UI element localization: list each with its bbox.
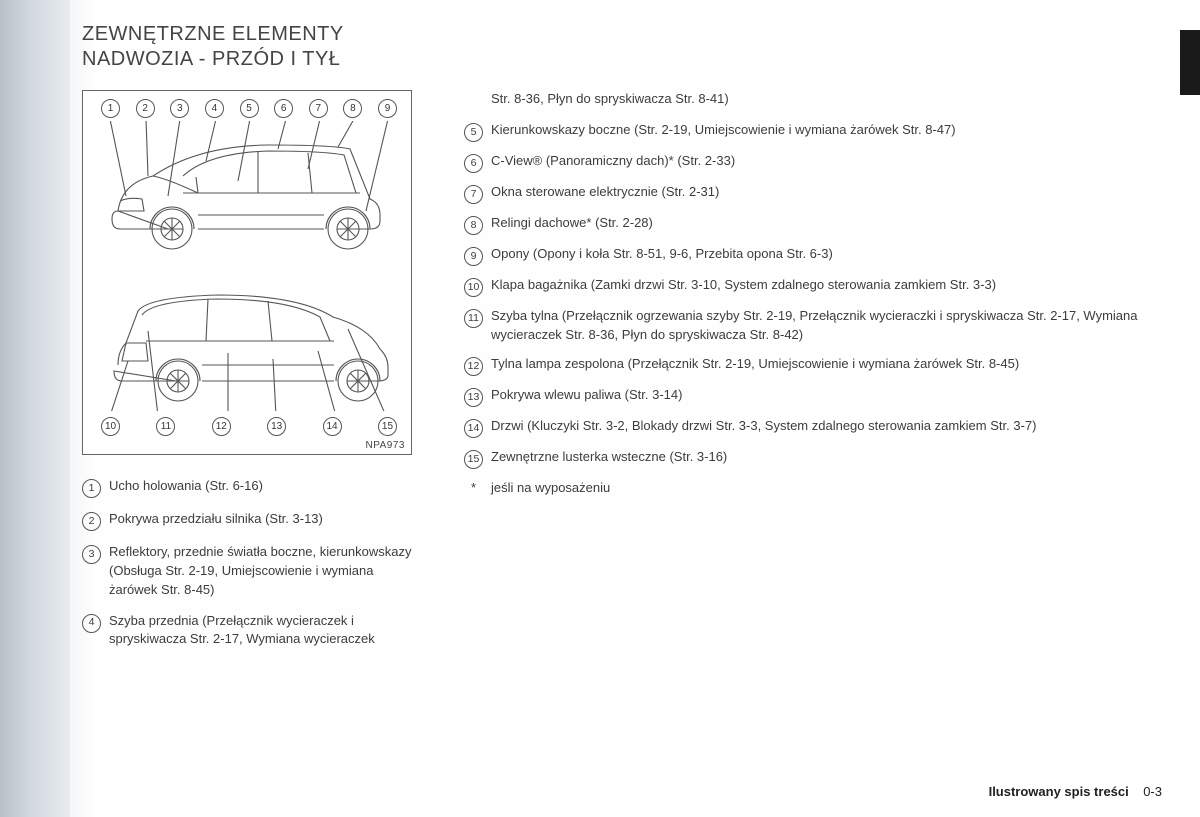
callout-11: 11 bbox=[156, 417, 175, 436]
item-text: Drzwi (Kluczyki Str. 3-2, Blokady drzwi … bbox=[491, 417, 1170, 438]
item-text: Reflektory, przednie światła boczne, kie… bbox=[109, 543, 422, 600]
footer-section-label: Ilustrowany spis treści bbox=[989, 784, 1129, 799]
callout-4: 4 bbox=[205, 99, 224, 118]
item-text: Szyba przednia (Przełącznik wycieraczek … bbox=[109, 612, 422, 650]
callout-3: 3 bbox=[170, 99, 189, 118]
list-item: 4 Szyba przednia (Przełącznik wycieracze… bbox=[82, 612, 422, 650]
section-edge-tab bbox=[1180, 30, 1200, 95]
list-item: 13 Pokrywa wlewu paliwa (Str. 3-14) bbox=[464, 386, 1170, 407]
diagram-code: NPA973 bbox=[365, 440, 405, 451]
list-item: 10 Klapa bagażnika (Zamki drzwi Str. 3-10… bbox=[464, 276, 1170, 297]
front-car-drawing bbox=[98, 121, 398, 261]
item-number: 1 bbox=[82, 479, 101, 498]
item-number: 5 bbox=[464, 123, 483, 142]
footer-page-number: 0-3 bbox=[1143, 784, 1162, 799]
callout-1: 1 bbox=[101, 99, 120, 118]
list-item: 11 Szyba tylna (Przełącznik ogrzewania sz… bbox=[464, 307, 1170, 345]
item-number: 12 bbox=[464, 357, 483, 376]
item-text: Okna sterowane elektrycznie (Str. 2-31) bbox=[491, 183, 1170, 204]
item-text: Kierunkowskazy boczne (Str. 2-19, Umiejs… bbox=[491, 121, 1170, 142]
item-number: 7 bbox=[464, 185, 483, 204]
item-text: Opony (Opony i koła Str. 8-51, 9-6, Prze… bbox=[491, 245, 1170, 266]
page-content: ZEWNĘTRZNE ELEMENTY NADWOZIA - PRZÓD I T… bbox=[82, 22, 1170, 797]
item-text: Ucho holowania (Str. 6-16) bbox=[109, 477, 422, 498]
item-number: 13 bbox=[464, 388, 483, 407]
callout-5: 5 bbox=[240, 99, 259, 118]
callout-8: 8 bbox=[343, 99, 362, 118]
list-item: 9 Opony (Opony i koła Str. 8-51, 9-6, Prz… bbox=[464, 245, 1170, 266]
item-text: Zewnętrzne lusterka wsteczne (Str. 3-16) bbox=[491, 448, 1170, 469]
item-text: Str. 8-36, Płyn do spryskiwacza Str. 8-4… bbox=[491, 90, 1170, 111]
list-item: 12 Tylna lampa zespolona (Przełącznik Str… bbox=[464, 355, 1170, 376]
item-number: 6 bbox=[464, 154, 483, 173]
item-number: 4 bbox=[82, 614, 101, 633]
callout-10: 10 bbox=[101, 417, 120, 436]
heading-line-2: NADWOZIA - PRZÓD I TYŁ bbox=[82, 48, 340, 70]
top-callout-row: 1 2 3 4 5 6 7 8 9 bbox=[101, 99, 397, 118]
item-number: 9 bbox=[464, 247, 483, 266]
list-item: 6 C-View® (Panoramiczny dach)* (Str. 2-33… bbox=[464, 152, 1170, 173]
list-item: 2 Pokrywa przedziału silnika (Str. 3-13) bbox=[82, 510, 422, 531]
callout-14: 14 bbox=[323, 417, 342, 436]
item-number: 15 bbox=[464, 450, 483, 469]
item-number: 2 bbox=[82, 512, 101, 531]
callout-12: 12 bbox=[212, 417, 231, 436]
item-number: 11 bbox=[464, 309, 483, 328]
right-item-list: Str. 8-36, Płyn do spryskiwacza Str. 8-4… bbox=[464, 90, 1170, 498]
right-column: Str. 8-36, Płyn do spryskiwacza Str. 8-4… bbox=[464, 90, 1170, 661]
item-text: Klapa bagażnika (Zamki drzwi Str. 3-10, … bbox=[491, 276, 1170, 297]
footnote-symbol: * bbox=[464, 479, 483, 498]
item-number: 3 bbox=[82, 545, 101, 564]
page-binding-shadow bbox=[0, 0, 70, 817]
callout-7: 7 bbox=[309, 99, 328, 118]
item-text: Pokrywa wlewu paliwa (Str. 3-14) bbox=[491, 386, 1170, 407]
rear-car-drawing bbox=[98, 271, 398, 411]
callout-9: 9 bbox=[378, 99, 397, 118]
item-text: Szyba tylna (Przełącznik ogrzewania szyb… bbox=[491, 307, 1170, 345]
footnote: * jeśli na wyposażeniu bbox=[464, 479, 1170, 498]
list-item: 5 Kierunkowskazy boczne (Str. 2-19, Umiej… bbox=[464, 121, 1170, 142]
item-number: 14 bbox=[464, 419, 483, 438]
callout-15: 15 bbox=[378, 417, 397, 436]
item-text: Tylna lampa zespolona (Przełącznik Str. … bbox=[491, 355, 1170, 376]
list-item: 1 Ucho holowania (Str. 6-16) bbox=[82, 477, 422, 498]
list-item: 15 Zewnętrzne lusterka wsteczne (Str. 3-1… bbox=[464, 448, 1170, 469]
list-item: 7 Okna sterowane elektrycznie (Str. 2-31) bbox=[464, 183, 1170, 204]
bottom-callout-row: 10 11 12 13 14 15 bbox=[101, 417, 397, 436]
left-item-list: 1 Ucho holowania (Str. 6-16) 2 Pokrywa p… bbox=[82, 477, 422, 649]
callout-2: 2 bbox=[136, 99, 155, 118]
vehicle-diagram: 1 2 3 4 5 6 7 8 9 bbox=[82, 90, 412, 455]
section-heading: ZEWNĘTRZNE ELEMENTY NADWOZIA - PRZÓD I T… bbox=[82, 22, 1170, 72]
footnote-text: jeśli na wyposażeniu bbox=[491, 479, 610, 498]
callout-13: 13 bbox=[267, 417, 286, 436]
item-number: 10 bbox=[464, 278, 483, 297]
list-item: 14 Drzwi (Kluczyki Str. 3-2, Blokady drzw… bbox=[464, 417, 1170, 438]
item-text: C-View® (Panoramiczny dach)* (Str. 2-33) bbox=[491, 152, 1170, 173]
item-number: 8 bbox=[464, 216, 483, 235]
two-column-layout: 1 2 3 4 5 6 7 8 9 bbox=[82, 90, 1170, 661]
callout-6: 6 bbox=[274, 99, 293, 118]
item-text: Pokrywa przedziału silnika (Str. 3-13) bbox=[109, 510, 422, 531]
continuation-line: Str. 8-36, Płyn do spryskiwacza Str. 8-4… bbox=[464, 90, 1170, 111]
heading-line-1: ZEWNĘTRZNE ELEMENTY bbox=[82, 23, 344, 45]
list-item: 3 Reflektory, przednie światła boczne, k… bbox=[82, 543, 422, 600]
page-footer: Ilustrowany spis treści 0-3 bbox=[989, 784, 1162, 799]
item-text: Relingi dachowe* (Str. 2-28) bbox=[491, 214, 1170, 235]
left-column: 1 2 3 4 5 6 7 8 9 bbox=[82, 90, 422, 661]
list-item: 8 Relingi dachowe* (Str. 2-28) bbox=[464, 214, 1170, 235]
